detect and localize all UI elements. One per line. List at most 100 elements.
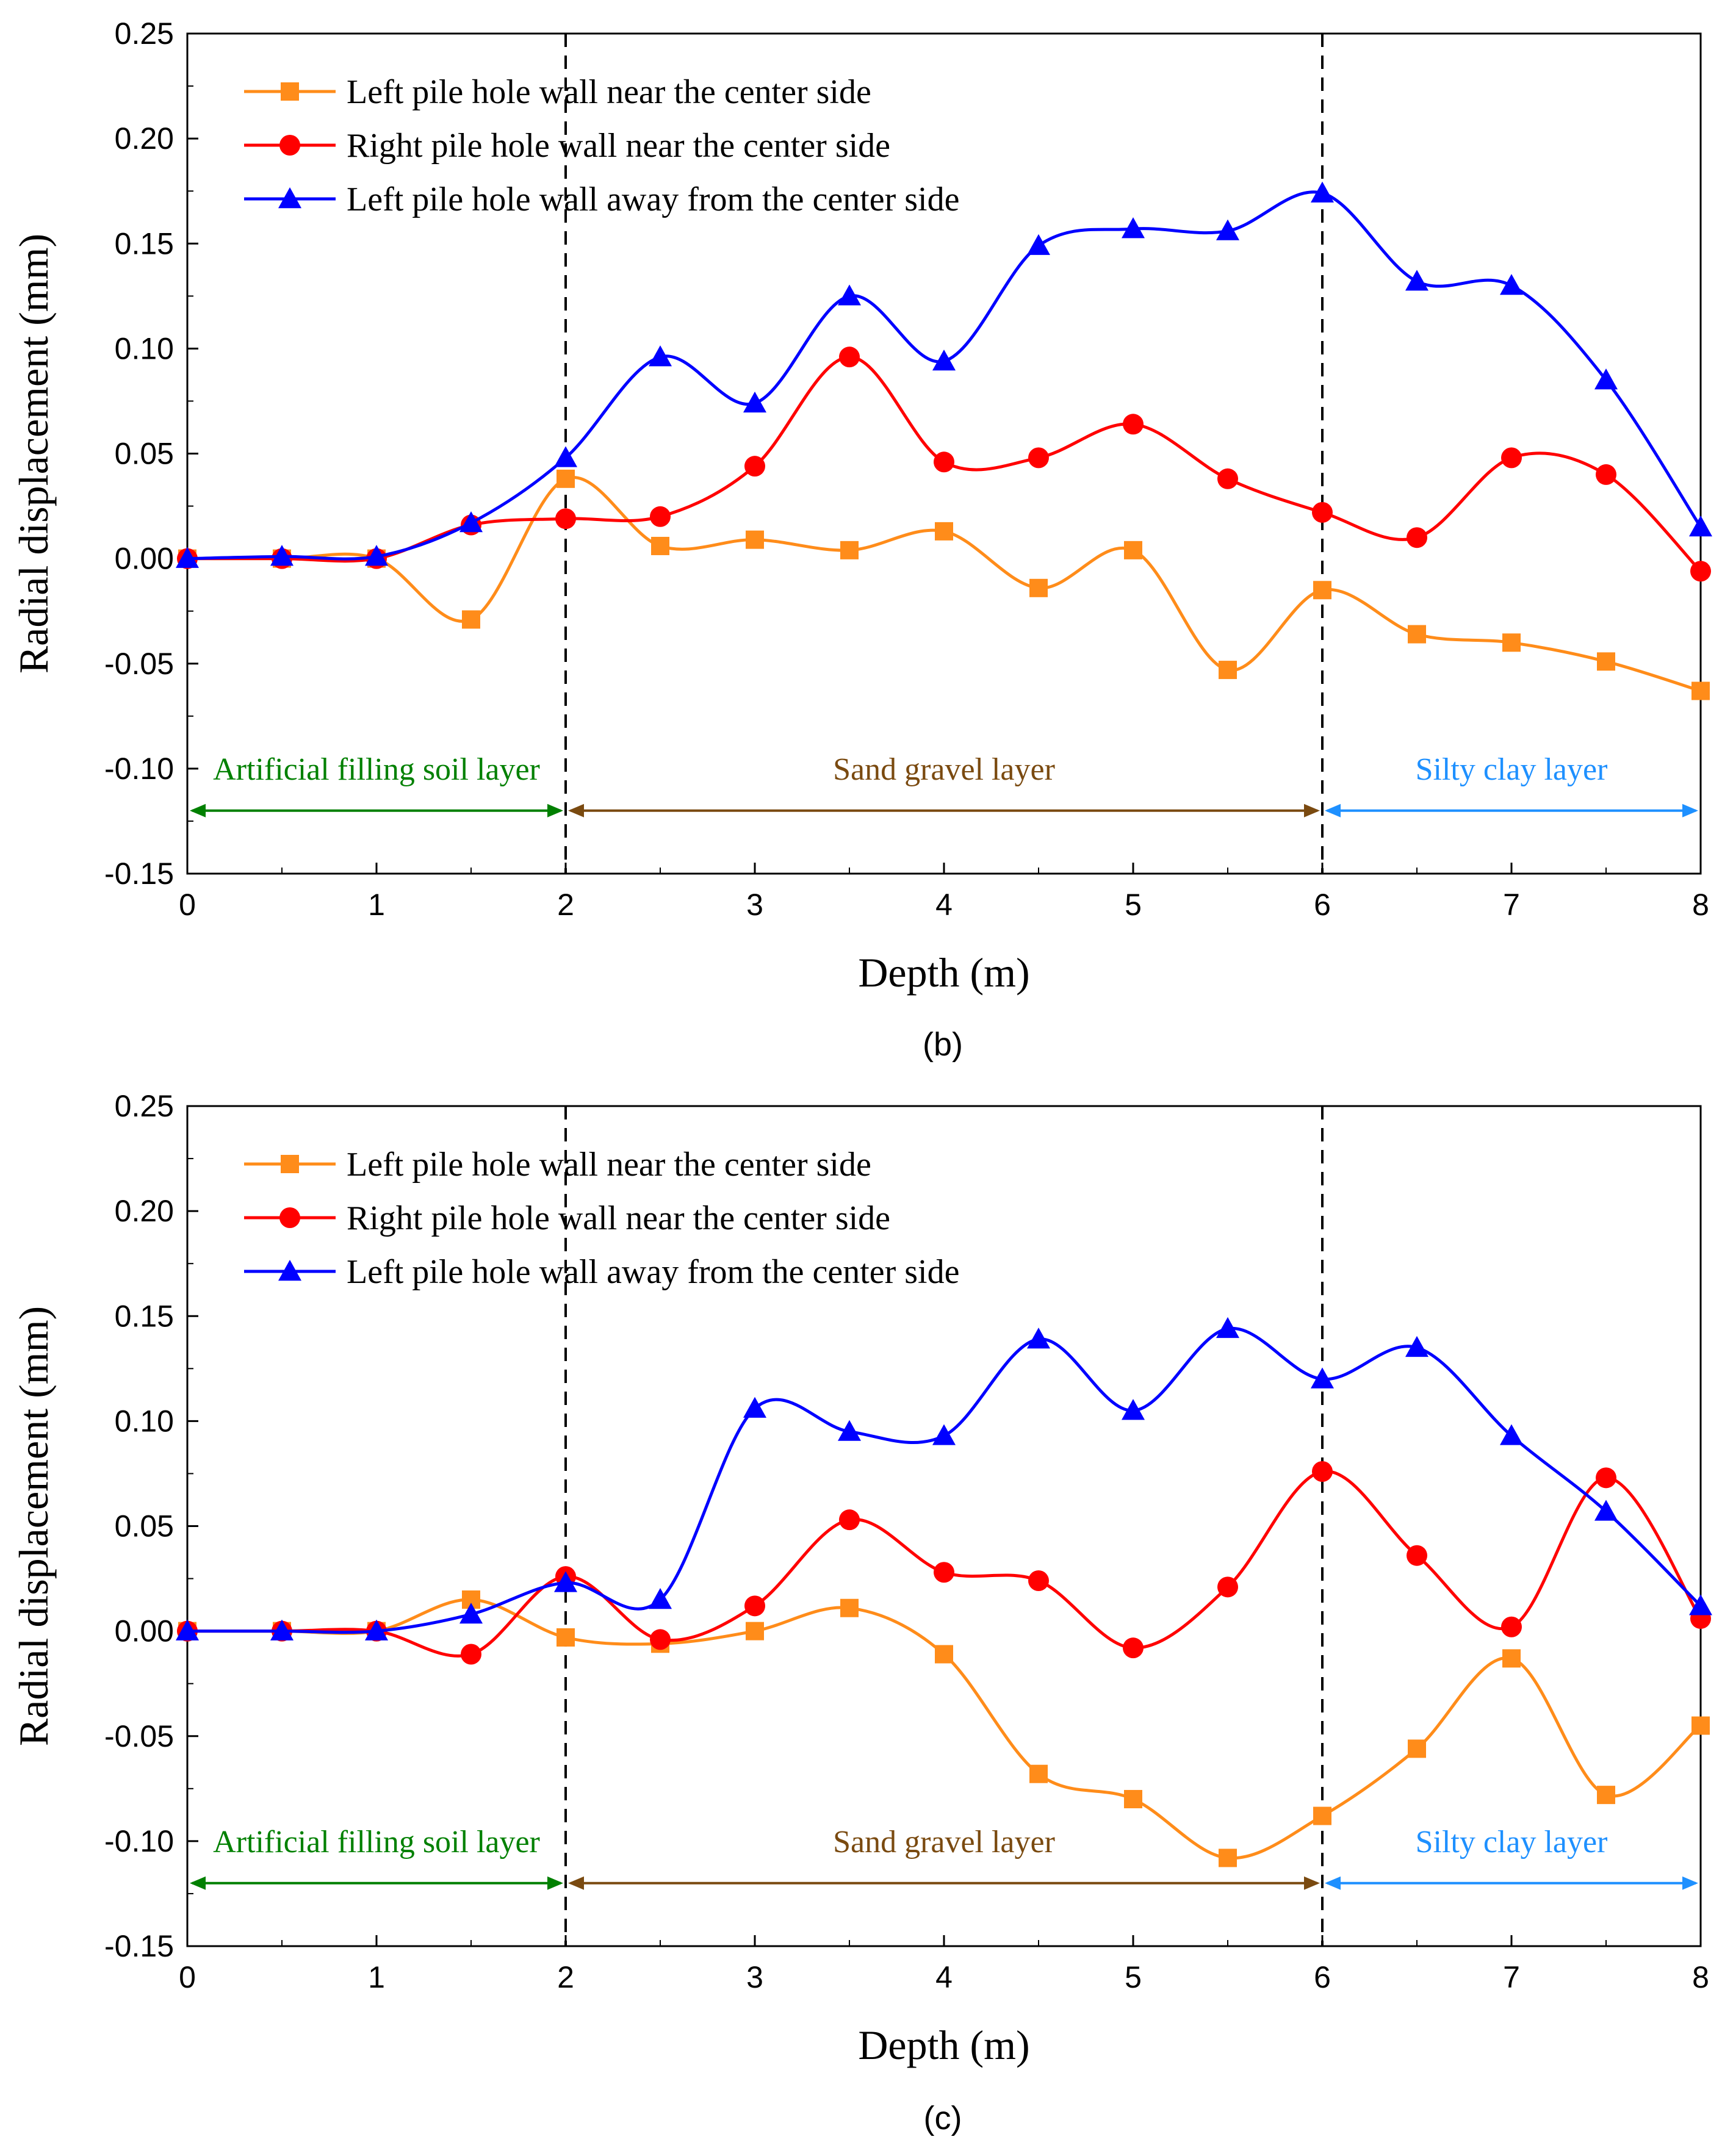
data-point — [746, 1622, 764, 1640]
data-point — [1312, 1461, 1333, 1482]
data-point — [1594, 368, 1618, 390]
legend-label: Left pile hole wall away from the center… — [347, 1253, 959, 1291]
x-tick-label: 8 — [1692, 888, 1709, 922]
data-point — [1028, 1570, 1049, 1592]
y-tick-label: -0.15 — [104, 857, 174, 891]
y-tick-label: 0.10 — [115, 331, 174, 365]
y-tick-label: -0.05 — [104, 647, 174, 681]
x-tick-label: 1 — [368, 1960, 385, 1994]
data-point — [1216, 219, 1239, 240]
data-point — [838, 284, 861, 306]
y-tick-label: 0.25 — [115, 16, 174, 51]
layer-arrow-head — [1325, 803, 1341, 817]
data-point — [176, 547, 199, 568]
data-point — [746, 530, 764, 549]
data-point — [554, 446, 577, 467]
x-tick-label: 7 — [1503, 888, 1520, 922]
y-tick-label: -0.10 — [104, 752, 174, 786]
y-tick-label: -0.10 — [104, 1824, 174, 1858]
x-tick-label: 3 — [746, 888, 763, 922]
data-point — [1691, 681, 1710, 700]
legend-marker — [281, 1155, 299, 1173]
data-point — [1597, 652, 1615, 671]
y-tick-label: 0.05 — [115, 1509, 174, 1543]
data-point — [1405, 1335, 1428, 1357]
legend-marker — [279, 1207, 300, 1228]
data-point — [1217, 1576, 1238, 1598]
data-point — [1216, 1317, 1239, 1339]
data-point — [1690, 561, 1711, 582]
legend-label: Left pile hole wall near the center side — [347, 1146, 871, 1184]
y-tick-label: 0.00 — [115, 542, 174, 576]
data-point — [1219, 661, 1237, 680]
data-point — [557, 1628, 575, 1647]
layer-arrow-head — [1682, 1876, 1698, 1890]
legend-label: Left pile hole wall near the center side — [347, 73, 871, 111]
x-tick-label: 5 — [1125, 888, 1142, 922]
data-point — [1594, 1500, 1618, 1521]
data-point — [1029, 578, 1048, 597]
data-point — [743, 391, 766, 413]
data-point — [459, 511, 483, 533]
data-point — [1407, 527, 1427, 548]
data-point — [461, 1644, 481, 1665]
legend-label: Right pile hole wall near the center sid… — [347, 127, 890, 165]
data-point — [650, 506, 671, 527]
y-tick-label: 0.05 — [115, 437, 174, 471]
x-tick-label: 5 — [1125, 1960, 1142, 1994]
x-tick-label: 4 — [935, 1960, 953, 1994]
y-tick-label: 0.10 — [115, 1404, 174, 1438]
data-point — [1691, 1716, 1710, 1735]
data-point — [1405, 270, 1428, 291]
y-tick-label: -0.15 — [104, 1929, 174, 1963]
x-tick-label: 0 — [179, 888, 196, 922]
layer-arrow-head — [568, 803, 584, 817]
data-point — [1500, 1424, 1523, 1445]
data-point — [1502, 633, 1521, 652]
series-line — [187, 476, 1701, 692]
x-tick-label: 6 — [1314, 888, 1331, 922]
data-point — [1124, 541, 1142, 559]
layer-arrow-head — [1325, 1876, 1341, 1890]
y-tick-label: 0.25 — [115, 1089, 174, 1123]
layer-arrow-head — [568, 1876, 584, 1890]
data-point — [176, 1619, 199, 1640]
data-point — [554, 1571, 577, 1592]
x-tick-label: 7 — [1503, 1960, 1520, 1994]
x-tick-label: 3 — [746, 1960, 763, 1994]
data-point — [555, 508, 576, 530]
legend-marker — [279, 135, 300, 156]
data-point — [1689, 1594, 1712, 1615]
y-tick-label: 0.15 — [115, 1299, 174, 1333]
layer-label: Artificial filling soil layer — [213, 1825, 540, 1860]
layer-label: Silty clay layer — [1416, 1825, 1608, 1860]
series-line — [187, 1326, 1702, 1634]
data-point — [649, 345, 672, 367]
x-axis-title: Depth (m) — [858, 2022, 1029, 2068]
data-point — [1027, 1328, 1050, 1349]
y-axis-title: Radial displacement (mm) — [10, 1306, 57, 1746]
data-point — [1597, 1786, 1615, 1805]
layer-label: Sand gravel layer — [833, 1825, 1055, 1860]
y-tick-label: 0.20 — [115, 1194, 174, 1228]
layer-arrow-head — [547, 1876, 563, 1890]
data-point — [1311, 181, 1334, 203]
data-point — [1501, 1616, 1522, 1637]
layer-arrow-head — [190, 803, 206, 817]
data-point — [1313, 581, 1331, 600]
data-point — [1219, 1849, 1237, 1867]
layer-label: Artificial filling soil layer — [213, 752, 540, 787]
data-point — [1502, 1649, 1521, 1668]
data-point — [1311, 1367, 1334, 1389]
data-point — [840, 541, 859, 559]
panel-label: (b) — [923, 1026, 963, 1063]
data-point — [743, 1396, 766, 1418]
data-point — [651, 536, 669, 555]
data-point — [462, 610, 480, 629]
y-tick-label: 0.20 — [115, 121, 174, 156]
y-axis-title: Radial displacement (mm) — [10, 234, 57, 674]
x-tick-label: 2 — [557, 888, 574, 922]
data-point — [934, 1562, 954, 1583]
data-point — [270, 1619, 294, 1640]
